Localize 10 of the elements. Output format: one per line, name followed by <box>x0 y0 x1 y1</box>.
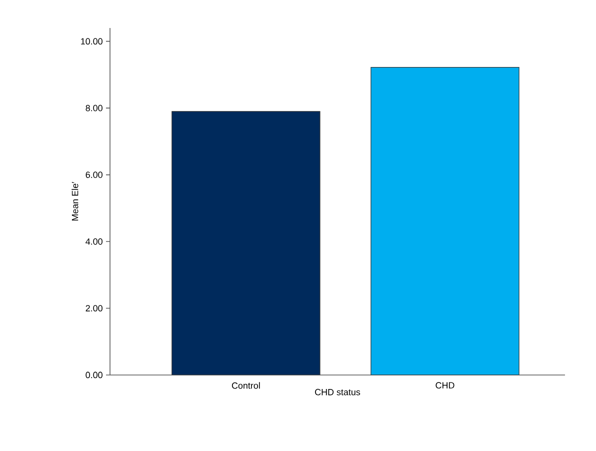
y-tick-label: 4.00 <box>86 238 102 245</box>
x-tick-label: Control <box>232 382 260 389</box>
x-axis-title: CHD status <box>315 388 360 396</box>
y-tick-label: 0.00 <box>86 372 102 378</box>
y-tick-label: 6.00 <box>86 172 102 178</box>
y-tick-label: 10.00 <box>81 38 102 45</box>
y-axis-title: Mean Ele′ <box>72 182 78 221</box>
x-tick-label: CHD <box>436 382 454 389</box>
y-tick-label: 8.00 <box>86 104 102 112</box>
y-tick-label: 2.00 <box>86 305 102 312</box>
